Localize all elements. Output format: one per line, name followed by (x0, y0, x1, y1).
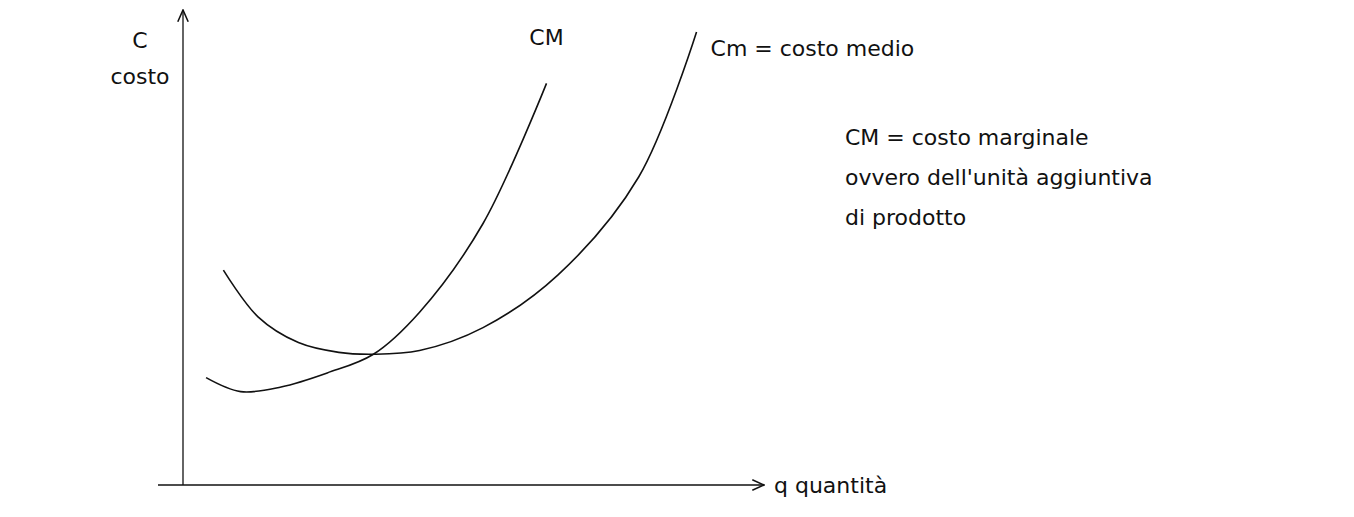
axis-line (182, 10, 183, 485)
label: CM (529, 25, 563, 50)
x-axis (158, 485, 764, 486)
curves (206, 32, 696, 392)
label: C (132, 28, 147, 53)
label: ovvero dell'unità aggiuntiva (845, 165, 1153, 190)
chart: CM Cm = costo medio Ccosto q quantità CM = c… (0, 0, 1354, 517)
axis-line (158, 484, 764, 485)
label: costo (110, 64, 169, 89)
cost-curve (206, 83, 546, 392)
y-axis (183, 10, 184, 485)
label: Cm = costo medio (711, 36, 915, 61)
cost-curve (223, 32, 696, 354)
label: di prodotto (845, 205, 966, 230)
label: q quantità (774, 473, 887, 498)
label: CM = costo marginale (845, 125, 1089, 150)
